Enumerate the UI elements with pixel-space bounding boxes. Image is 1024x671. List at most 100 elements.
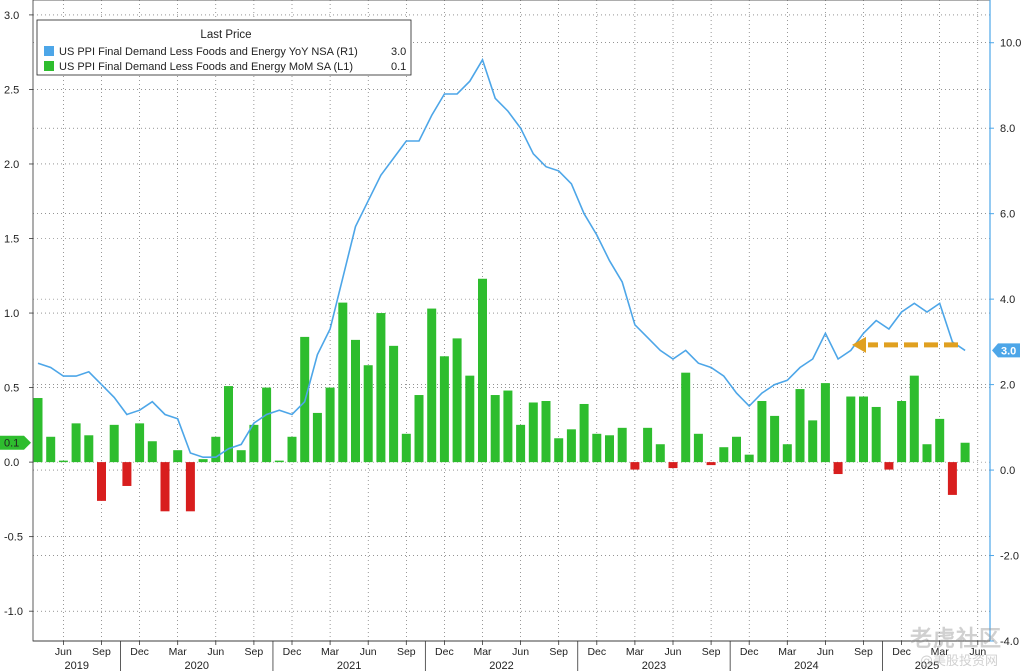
mom-bar bbox=[795, 389, 805, 463]
x-month-label: Sep bbox=[92, 646, 111, 658]
mom-bar bbox=[541, 400, 551, 463]
x-month-label: Sep bbox=[245, 646, 264, 658]
legend-swatch bbox=[44, 61, 54, 71]
mom-bar bbox=[617, 427, 627, 463]
mom-bar bbox=[351, 339, 360, 463]
mom-bar bbox=[884, 462, 894, 470]
x-month-label: Jun bbox=[55, 646, 72, 658]
mom-bar bbox=[173, 450, 183, 463]
legend-label: US PPI Final Demand Less Foods and Energ… bbox=[59, 61, 353, 73]
mom-bar bbox=[249, 424, 259, 463]
right-tick-label: -4.0 bbox=[1000, 636, 1019, 648]
mom-bar bbox=[84, 435, 94, 463]
legend-label: US PPI Final Demand Less Foods and Energ… bbox=[59, 46, 358, 58]
mom-bar bbox=[859, 396, 868, 463]
mom-bar bbox=[363, 365, 373, 463]
mom-bar bbox=[338, 302, 348, 463]
mom-bar bbox=[605, 435, 614, 463]
legend-title: Last Price bbox=[200, 29, 251, 41]
mom-bar bbox=[554, 438, 564, 463]
left-tick-label: 2.5 bbox=[4, 84, 19, 96]
mom-bar bbox=[566, 429, 576, 463]
mom-bar bbox=[681, 372, 691, 463]
x-month-label: Mar bbox=[931, 646, 950, 658]
mom-bar bbox=[465, 375, 475, 463]
mom-bar bbox=[897, 400, 907, 463]
left-tick-label: 2.0 bbox=[4, 159, 19, 171]
x-year-label: 2020 bbox=[185, 660, 209, 671]
mom-bar bbox=[236, 450, 246, 463]
mom-bar bbox=[147, 441, 157, 463]
x-month-label: Jun bbox=[817, 646, 834, 658]
mom-bar bbox=[274, 460, 284, 463]
mom-bar bbox=[516, 424, 526, 463]
right-last-badge bbox=[992, 343, 1020, 358]
mom-bar bbox=[427, 308, 437, 463]
mom-bar bbox=[490, 395, 500, 463]
gridlines bbox=[32, 0, 991, 642]
x-month-label: Mar bbox=[473, 646, 492, 658]
legend-swatch bbox=[44, 46, 54, 56]
mom-bar bbox=[97, 462, 106, 501]
mom-bar bbox=[643, 427, 653, 463]
legend-value: 3.0 bbox=[391, 46, 406, 58]
mom-bar bbox=[528, 402, 538, 463]
right-tick-label: 8.0 bbox=[1000, 123, 1015, 135]
mom-bar bbox=[122, 462, 132, 486]
mom-bar bbox=[503, 390, 513, 463]
left-tick-label: 0.5 bbox=[4, 383, 19, 395]
mom-bar bbox=[909, 375, 919, 463]
mom-bar bbox=[109, 424, 119, 463]
mom-bar bbox=[693, 433, 703, 463]
x-month-label: Dec bbox=[892, 646, 911, 658]
mom-bar bbox=[935, 418, 945, 463]
watermark-sub: @美股投资网 bbox=[919, 654, 998, 669]
mom-bar bbox=[224, 386, 233, 463]
mom-bar bbox=[287, 436, 297, 463]
mom-bar bbox=[706, 462, 716, 466]
mom-bar bbox=[135, 423, 145, 463]
x-month-label: Mar bbox=[321, 646, 340, 658]
mom-bar bbox=[757, 400, 767, 463]
mom-bar bbox=[871, 406, 881, 463]
left-tick-label: -1.0 bbox=[4, 606, 23, 618]
legend-value: 0.1 bbox=[391, 61, 406, 73]
mom-bar bbox=[820, 383, 830, 463]
x-month-label: Jun bbox=[207, 646, 224, 658]
left-tick-label: 1.0 bbox=[4, 308, 19, 320]
yoy-line-layer bbox=[37, 57, 966, 459]
left-tick-label: 0.0 bbox=[4, 457, 19, 469]
mom-bars bbox=[33, 278, 970, 512]
mom-bar bbox=[185, 462, 195, 512]
x-month-label: Mar bbox=[778, 646, 797, 658]
x-month-label: Dec bbox=[435, 646, 454, 658]
x-year-label: 2023 bbox=[642, 660, 666, 671]
left-tick-label: -0.5 bbox=[4, 532, 23, 544]
mom-bar bbox=[71, 423, 81, 463]
mom-bar bbox=[325, 387, 335, 463]
mom-bar bbox=[211, 436, 221, 463]
right-tick-label: 2.0 bbox=[1000, 380, 1015, 392]
x-month-label: Dec bbox=[283, 646, 302, 658]
x-month-label: Sep bbox=[854, 646, 873, 658]
plot-frame bbox=[32, 0, 991, 642]
mom-bar bbox=[947, 462, 957, 495]
x-month-label: Jun bbox=[969, 646, 986, 658]
x-month-label: Dec bbox=[740, 646, 759, 658]
mom-bar bbox=[655, 444, 665, 463]
mom-bar bbox=[960, 442, 970, 463]
legend-box bbox=[36, 19, 412, 76]
mom-bar bbox=[312, 412, 322, 463]
mom-bar bbox=[579, 403, 589, 463]
mom-bar bbox=[846, 396, 856, 463]
mom-bar bbox=[160, 462, 170, 512]
x-month-label: Dec bbox=[587, 646, 606, 658]
mom-bar bbox=[58, 460, 68, 463]
left-tick-label: 1.5 bbox=[4, 234, 19, 246]
right-tick-label: 4.0 bbox=[1000, 294, 1015, 306]
mom-bar bbox=[452, 338, 462, 463]
mom-bar bbox=[782, 444, 792, 463]
x-month-label: Jun bbox=[665, 646, 682, 658]
x-month-label: Sep bbox=[397, 646, 416, 658]
